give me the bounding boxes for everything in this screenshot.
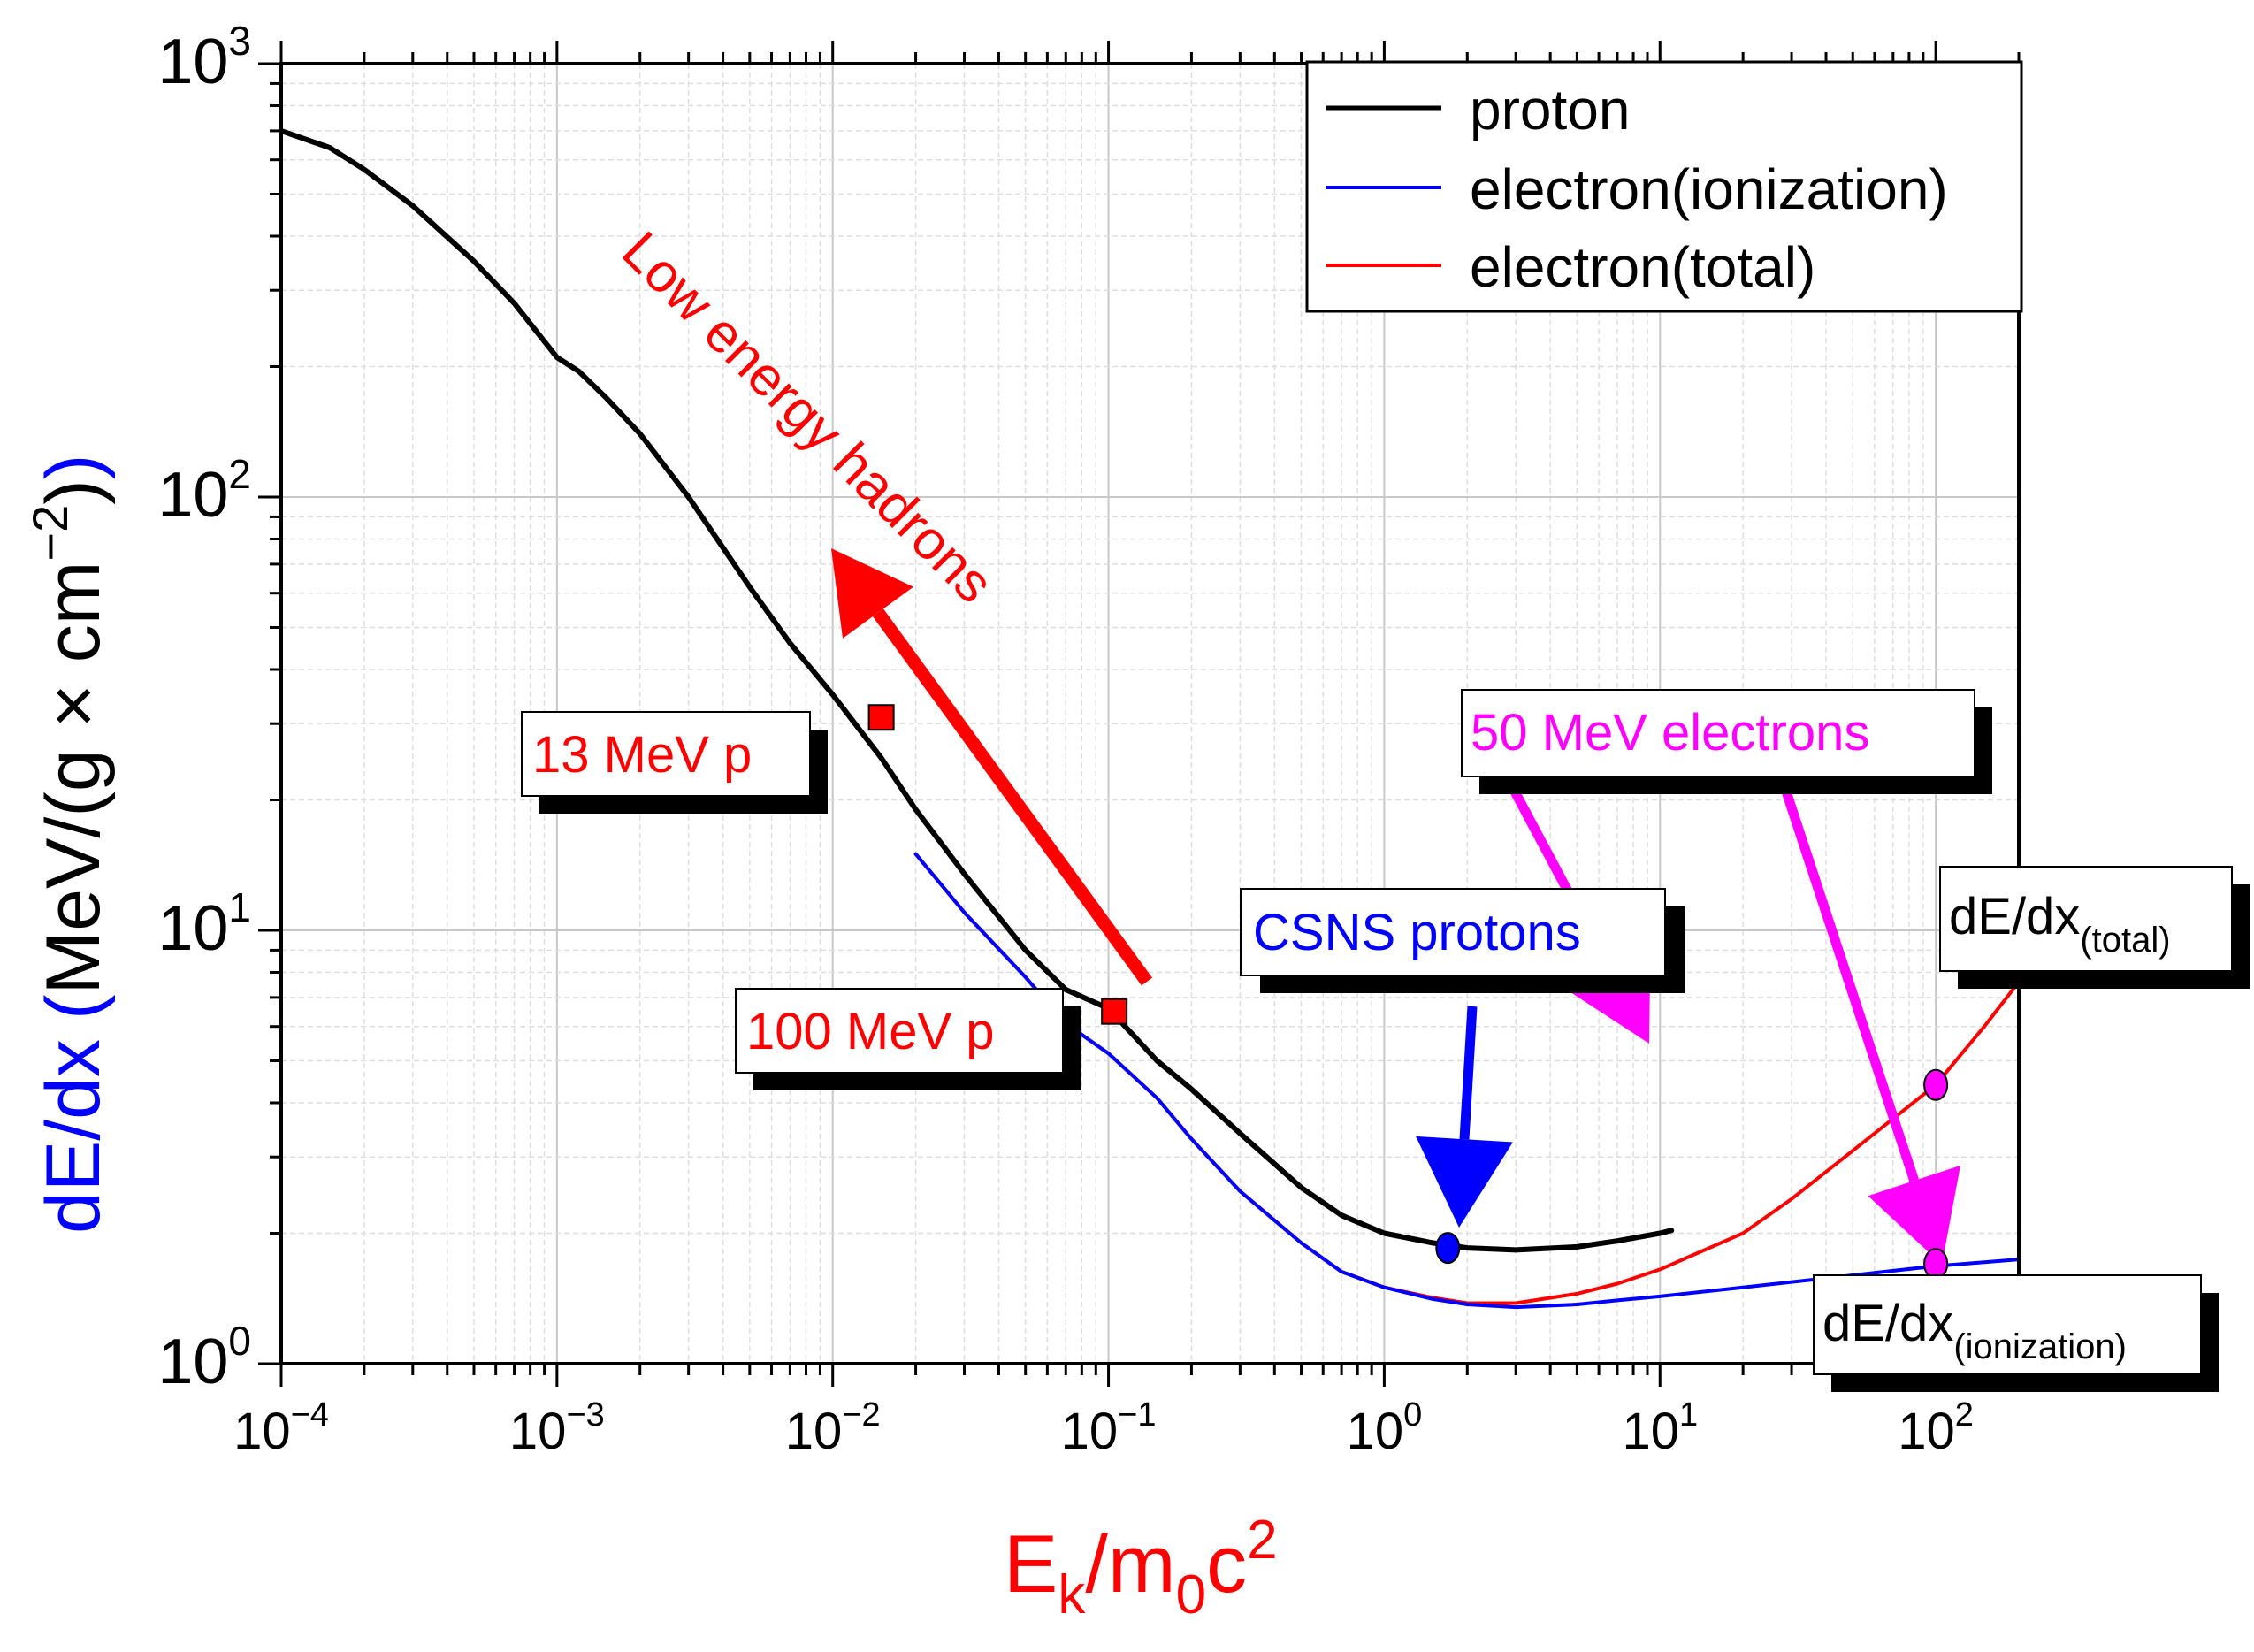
x-tick-label-exp: −1 <box>1118 1396 1156 1434</box>
x-tick-label-exp: 0 <box>1403 1396 1422 1434</box>
arrow-low-energy-shaft <box>872 608 1153 986</box>
x-tick-label-base: 10 <box>785 1403 843 1460</box>
callout-ionization-sub: (ionization) <box>1953 1327 2127 1366</box>
y-tick-label: 103 <box>157 18 251 97</box>
callout-13mev: 13 MeV p <box>521 711 828 814</box>
callout-total-sub: (total) <box>2080 921 2170 960</box>
x-tick-label-base: 10 <box>1622 1403 1679 1460</box>
marker-de-dx-total- <box>1923 1068 1949 1101</box>
y-axis-label-units-close: ) <box>31 479 116 505</box>
y-tick-label-exp: 2 <box>228 451 251 497</box>
x-tick-label-exp: −4 <box>291 1396 329 1434</box>
marker-de-dx-ionization- <box>1923 1248 1949 1281</box>
legend-label-proton: proton <box>1470 78 1630 141</box>
x-tick-label: 10−2 <box>785 1396 881 1460</box>
callout-total-base: dE/dx <box>1949 888 2080 945</box>
callout-ionization-box <box>1813 1274 2202 1375</box>
y-tick-label-base: 10 <box>157 1327 228 1397</box>
callout-50mev-electrons: 50 MeV electrons <box>1461 689 1992 794</box>
callout-ionization-base: dE/dx <box>1822 1295 1953 1352</box>
x-axis-label-tail: c <box>1206 1519 1247 1610</box>
y-axis-label-paren-open: ( <box>31 994 116 1020</box>
x-axis-label-base: E <box>1004 1519 1058 1610</box>
callout-50mev-label: 50 MeV electrons <box>1471 704 1869 761</box>
x-tick-label: 10−3 <box>509 1396 605 1460</box>
x-tick-label-exp: −2 <box>842 1396 880 1434</box>
callout-13mev-label: 13 MeV p <box>532 726 752 784</box>
y-tick-label: 102 <box>157 451 251 531</box>
callout-ionization-label: dE/dx(ionization) <box>1822 1295 2127 1366</box>
x-tick-label-exp: 2 <box>1955 1396 1974 1434</box>
arrow-e50-ionization-shaft <box>1781 790 1919 1182</box>
x-axis-label-sub2: 0 <box>1176 1564 1206 1625</box>
legend-label-electron-ionization: electron(ionization) <box>1470 157 1948 221</box>
legend: proton electron(ionization) electron(tot… <box>1305 60 2023 313</box>
x-axis-label-sup: 2 <box>1247 1510 1277 1571</box>
x-tick-label-base: 10 <box>233 1403 291 1460</box>
callout-csns: CSNS protons <box>1240 888 1685 993</box>
marker-100-mev-p <box>1101 998 1128 1025</box>
x-tick-label-base: 10 <box>1061 1403 1119 1460</box>
arrow-low-energy-head <box>831 548 914 639</box>
callout-100mev-label: 100 MeV p <box>746 1003 995 1060</box>
callout-100mev-box <box>735 988 1064 1074</box>
plot-frame <box>279 62 2021 1365</box>
y-tick-label-base: 10 <box>157 27 228 97</box>
y-tick-label-exp: 3 <box>228 18 251 64</box>
y-tick-label-base: 10 <box>157 460 228 531</box>
y-axis-label: dE/dx (MeV/(g × cm−2)) <box>22 454 116 1234</box>
y-axis-label-sup: −2 <box>22 505 78 562</box>
x-tick-label-base: 10 <box>1898 1403 1955 1460</box>
callout-13mev-box <box>521 711 811 797</box>
markers-layer <box>867 704 1949 1281</box>
y-axis-label-paren-close: ) <box>31 454 116 479</box>
x-tick-label: 102 <box>1898 1396 1974 1460</box>
x-tick-label: 10−4 <box>233 1396 329 1460</box>
x-axis-label-sub1: k <box>1058 1564 1086 1625</box>
y-tick-label-exp: 0 <box>228 1318 251 1364</box>
x-tick-label-base: 10 <box>1347 1403 1404 1460</box>
callout-total-box <box>1939 866 2233 972</box>
x-axis-label: Ek/m0c2 <box>1004 1510 1278 1625</box>
x-tick-label-exp: 1 <box>1679 1396 1698 1434</box>
callout-dedx-total: dE/dx(total) <box>1939 866 2250 989</box>
y-tick-label-exp: 1 <box>228 884 251 930</box>
callout-csns-label: CSNS protons <box>1253 904 1581 961</box>
y-axis-label-quantity: dE/dx <box>31 1039 116 1234</box>
callout-csns-box <box>1240 888 1666 976</box>
callout-dedx-ionization: dE/dx(ionization) <box>1813 1274 2219 1392</box>
legend-label-electron-total: electron(total) <box>1470 235 1815 299</box>
marker-csns-protons <box>1435 1232 1461 1265</box>
y-tick-label: 101 <box>157 884 251 964</box>
y-tick-label: 100 <box>157 1318 251 1397</box>
arrow-csns-shaft <box>1459 1006 1478 1140</box>
x-tick-label-exp: −3 <box>566 1396 604 1434</box>
x-tick-label: 101 <box>1622 1396 1698 1460</box>
callout-100mev: 100 MeV p <box>735 988 1081 1090</box>
arrow-e50-ionization-head <box>1868 1165 1960 1265</box>
x-tick-label: 10−1 <box>1061 1396 1157 1460</box>
callout-total-label: dE/dx(total) <box>1949 888 2171 960</box>
y-axis-label-units: MeV/(g × cm <box>31 562 116 995</box>
x-axis-label-mid: /m <box>1085 1519 1175 1610</box>
marker-13-mev-p <box>867 704 895 731</box>
callout-50mev-box <box>1461 689 1975 777</box>
arrow-csns-head <box>1416 1136 1513 1228</box>
x-tick-label: 100 <box>1347 1396 1423 1460</box>
x-tick-label-base: 10 <box>509 1403 567 1460</box>
y-tick-label-base: 10 <box>157 893 228 964</box>
